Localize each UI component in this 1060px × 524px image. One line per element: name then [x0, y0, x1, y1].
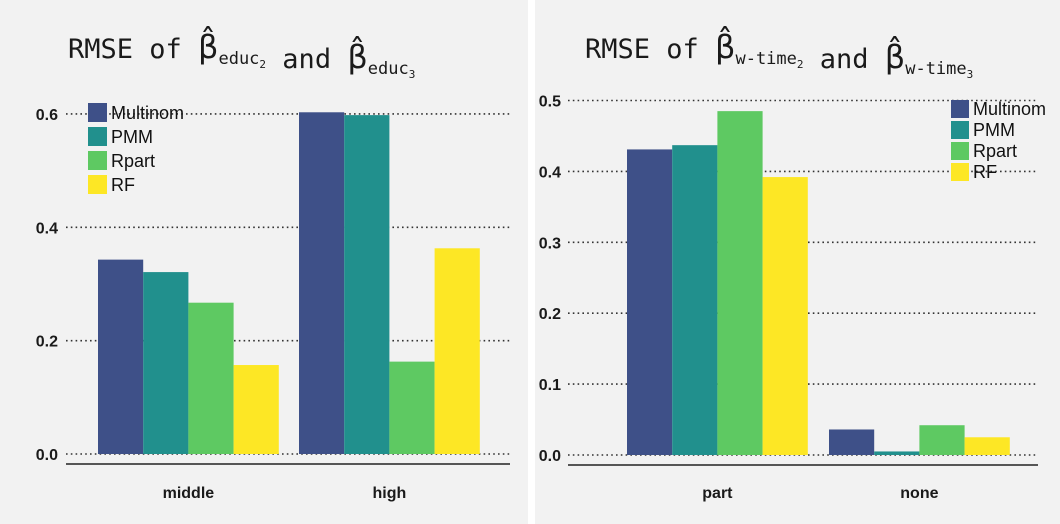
bar-rpart-middle: [188, 302, 234, 454]
legend-label-multinom: Multinom: [973, 99, 1046, 119]
bar-rpart-none: [919, 425, 965, 455]
legend-swatch-multinom: [88, 103, 107, 122]
chart-svg-0: RMSE of β̂educ2 and β̂educ3 0.0 0.2 0.4 0.6 m…: [36, 26, 510, 502]
legend-label-multinom: Multinom: [111, 103, 184, 123]
bar-rf-middle: [233, 365, 279, 454]
legend-label-rpart: Rpart: [111, 151, 155, 171]
legend-swatch-multinom: [951, 100, 969, 118]
bar-pmm-high: [344, 115, 390, 454]
chart-title: RMSE of β̂educ2 and β̂educ3: [68, 26, 415, 81]
bar-rf-high: [434, 248, 480, 454]
chart-panel-education: RMSE of β̂educ2 and β̂educ3 0.0 0.2 0.4 0.6 m…: [0, 0, 528, 524]
bar-pmm-middle: [143, 272, 189, 454]
legend-label-rf: RF: [973, 162, 997, 182]
bar-rf-part: [762, 177, 808, 455]
y-tick-label: 0.0: [36, 447, 58, 464]
y-tick-label: 0.3: [539, 235, 561, 252]
bar-multinom-middle: [98, 259, 144, 454]
bar-rpart-high: [389, 361, 435, 454]
y-tick-label: 0.5: [539, 94, 561, 111]
y-tick-label: 0.2: [539, 306, 561, 323]
y-tick-label: 0.1: [539, 377, 561, 394]
y-tick-label: 0.4: [36, 220, 58, 237]
legend-label-pmm: PMM: [111, 127, 153, 147]
legend-swatch-pmm: [88, 127, 107, 146]
legend-swatch-pmm: [951, 121, 969, 139]
y-tick-label: 0.2: [36, 334, 58, 351]
chart-title: RMSE of β̂w-time2 and β̂w-time3: [585, 26, 973, 81]
y-tick-label: 0.0: [539, 448, 561, 465]
legend-swatch-rf: [951, 163, 969, 181]
legend-swatch-rpart: [951, 142, 969, 160]
y-tick-label: 0.4: [539, 164, 561, 181]
legend-label-rf: RF: [111, 175, 135, 195]
bar-rpart-part: [717, 111, 763, 455]
chart-svg-1: RMSE of β̂w-time2 and β̂w-time3 0.0 0.1 0.2…: [539, 26, 1046, 502]
bar-multinom-high: [299, 112, 345, 454]
legend-label-pmm: PMM: [973, 120, 1015, 140]
bar-pmm-none: [874, 451, 920, 455]
legend-swatch-rf: [88, 175, 107, 194]
x-tick-label: high: [373, 485, 407, 502]
y-tick-label: 0.6: [36, 107, 58, 124]
bar-multinom-none: [829, 429, 875, 455]
x-tick-label: none: [900, 485, 938, 502]
legend-label-rpart: Rpart: [973, 141, 1017, 161]
legend-swatch-rpart: [88, 151, 107, 170]
bar-multinom-part: [627, 149, 673, 455]
bar-pmm-part: [672, 145, 718, 456]
chart-panel-work-time: RMSE of β̂w-time2 and β̂w-time3 0.0 0.1 0.2…: [535, 0, 1060, 524]
x-tick-label: part: [702, 485, 733, 502]
x-tick-label: middle: [163, 485, 215, 502]
bar-rf-none: [964, 437, 1010, 455]
